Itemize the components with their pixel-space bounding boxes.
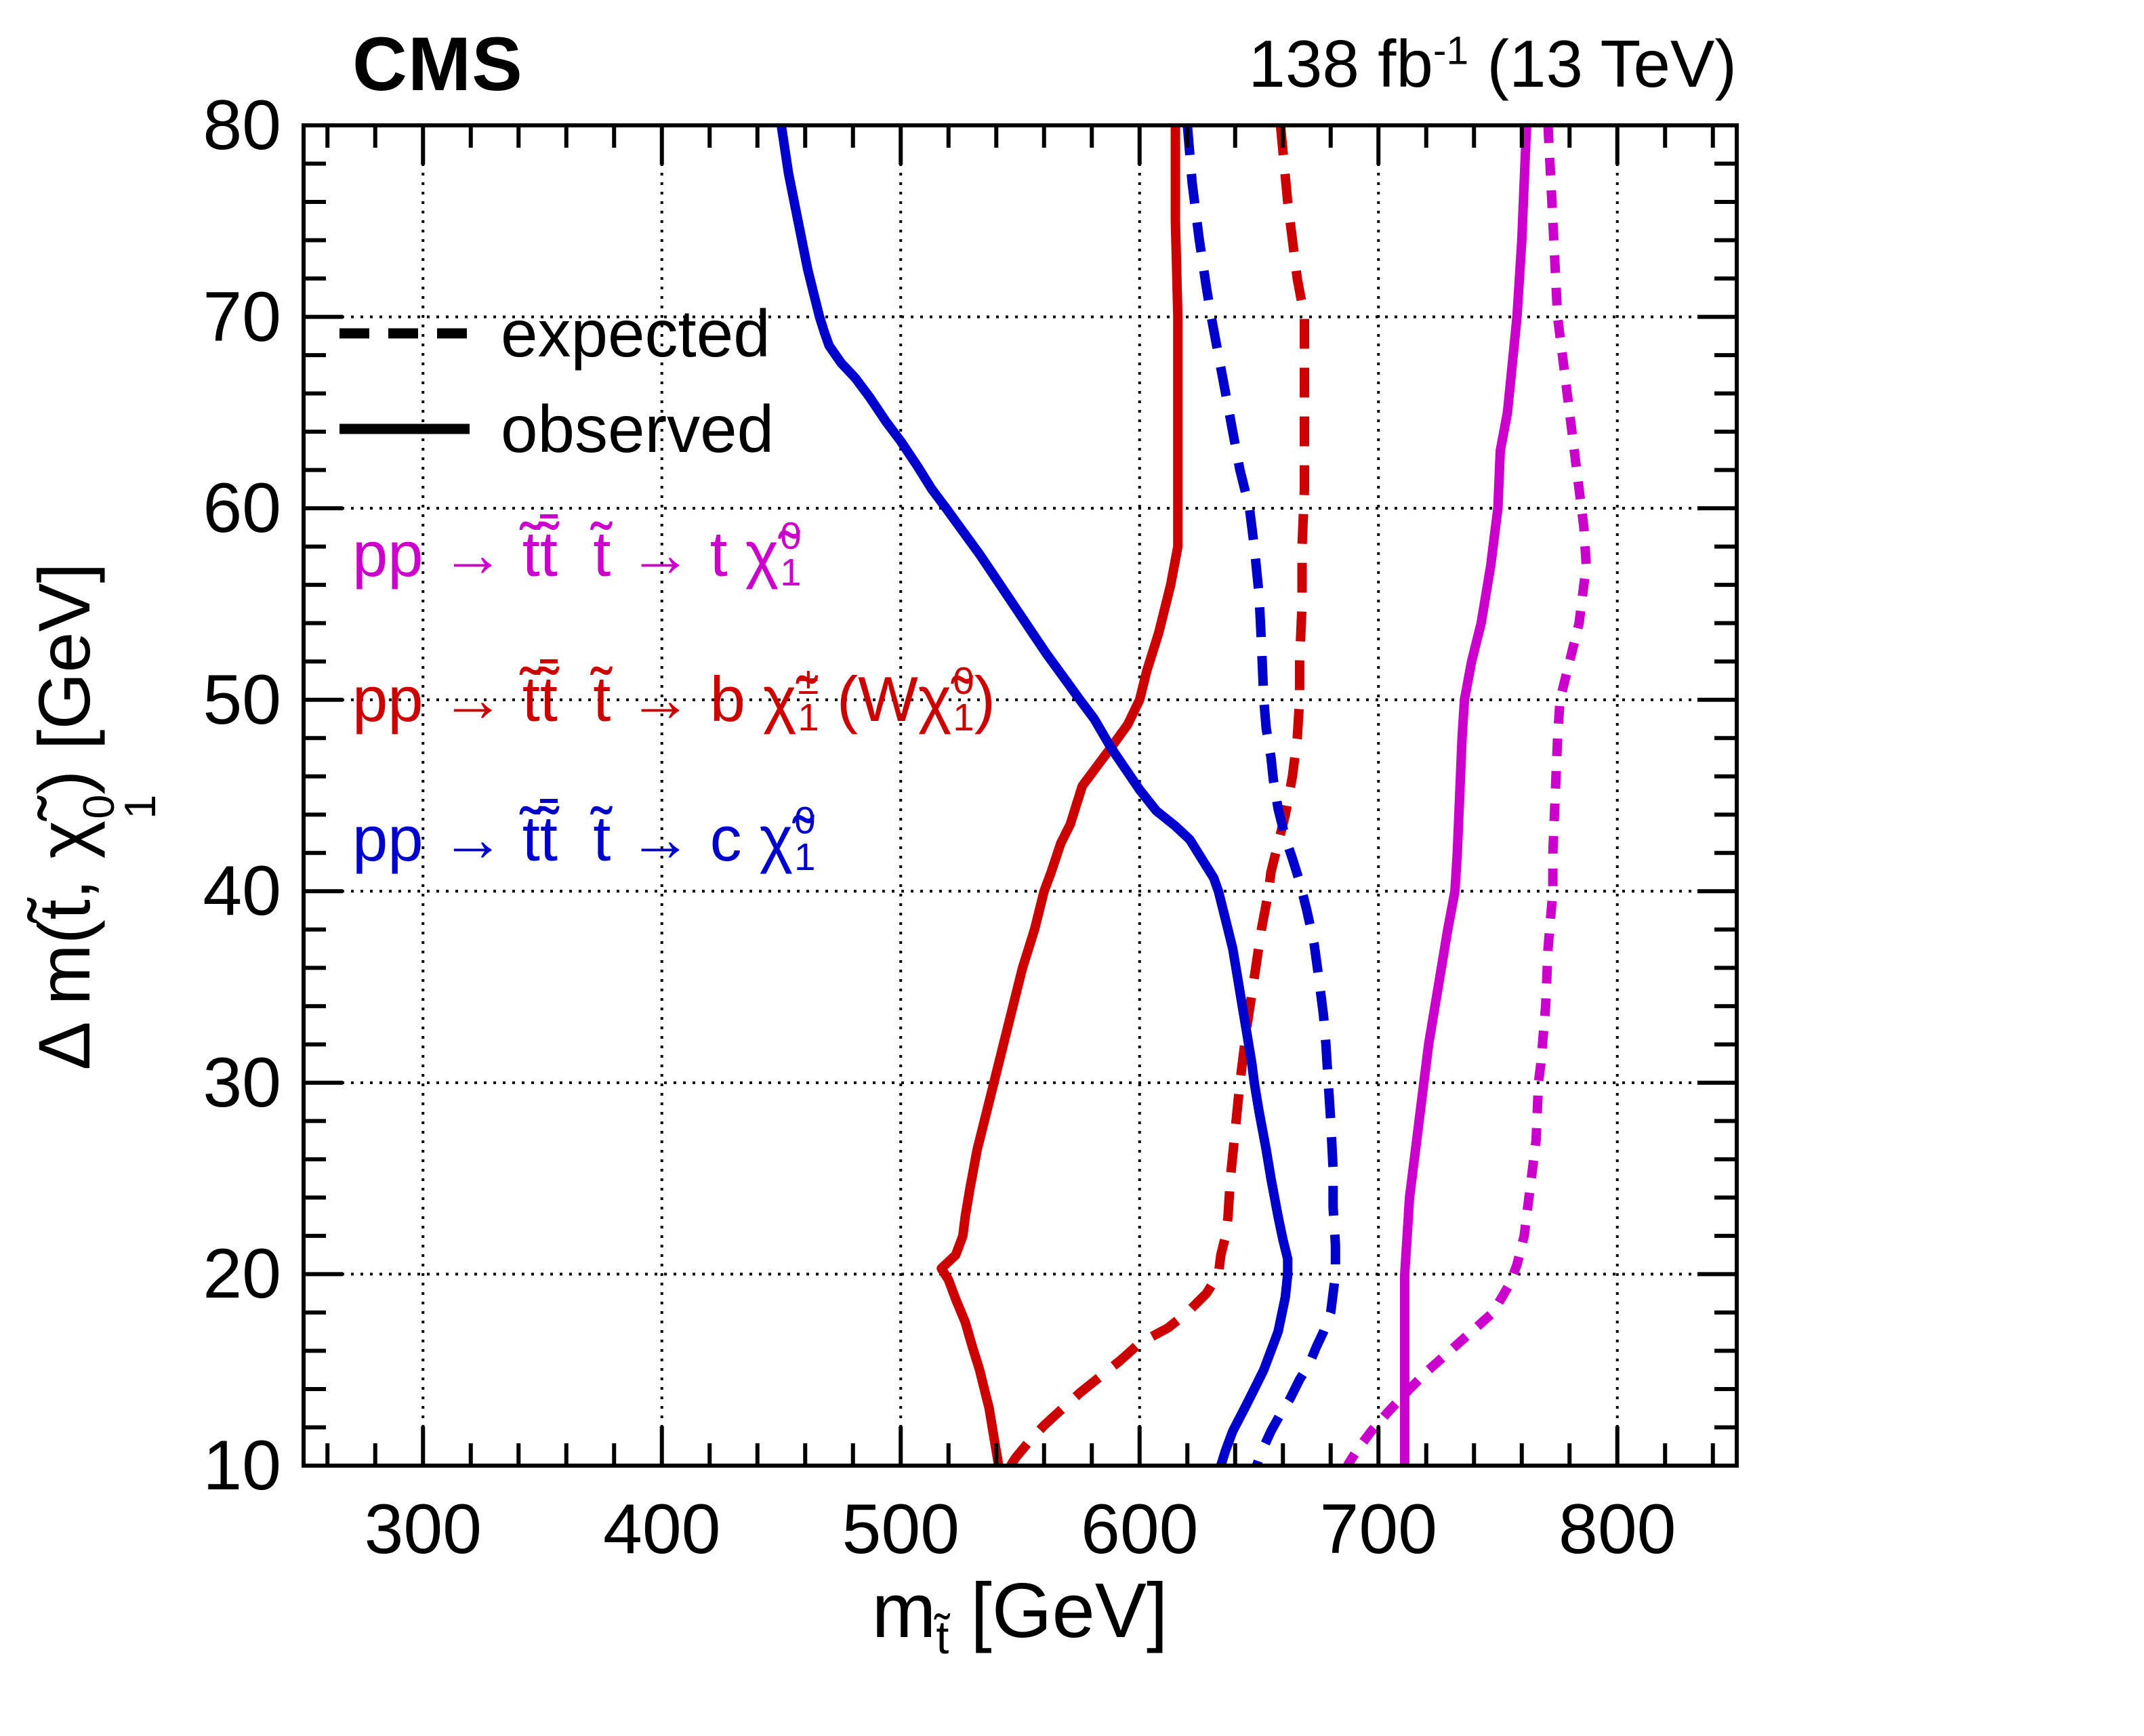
text-segment: t̃ <box>558 518 629 590</box>
text-segment: → <box>628 803 693 874</box>
text-segment: ) <box>974 663 995 735</box>
experiment-label: CMS <box>352 22 523 106</box>
legend-label-observed: observed <box>501 391 775 466</box>
x-tick-label-600: 600 <box>1080 1490 1199 1569</box>
y-tick-label-60: 60 <box>203 469 281 548</box>
text-segment: t̃ <box>936 1611 949 1663</box>
text-segment: χ̃ <box>918 663 952 735</box>
text-segment: χ̃ <box>745 518 779 590</box>
y-tick-label-80: 80 <box>203 86 281 165</box>
text-segment: t̃ <box>504 518 540 590</box>
text-segment: t̃ <box>539 518 558 590</box>
text-segment: pp <box>352 518 441 590</box>
legend-row-expected: expected <box>337 293 770 374</box>
expected-line-sample <box>339 328 470 339</box>
y-tick-label-70: 70 <box>203 277 281 356</box>
sub-sup-stack: ±1 <box>798 659 819 739</box>
curve-b-chargino-expected <box>1006 125 1309 1468</box>
x-tick-label-300: 300 <box>364 1490 482 1569</box>
process-label-b-chargino: pp → t̃ t̃ t̃ → b χ̃ ±1 (W χ̃ 0 1) <box>352 645 995 753</box>
x-tick-label-700: 700 <box>1319 1490 1438 1569</box>
text-segment: t̃ <box>558 663 629 735</box>
text-segment: t̃ <box>558 803 629 874</box>
text-segment: → <box>440 803 505 874</box>
text-segment: 138 fb <box>1248 26 1433 101</box>
x-tick-label-500: 500 <box>842 1490 960 1569</box>
legend-row-observed: observed <box>337 388 774 470</box>
text-segment: m <box>871 1568 936 1654</box>
text-segment: → <box>628 663 693 735</box>
text-segment: -1 <box>1432 28 1469 73</box>
text-segment: → <box>440 663 505 735</box>
curve-top-neutralino-observed <box>1400 125 1531 1466</box>
text-segment: c <box>692 803 760 874</box>
y-tick-label-20: 20 <box>203 1235 281 1314</box>
text-segment: t̃ <box>504 803 540 874</box>
process-label-charm-neutralino: pp → t̃ t̃ t̃ → c χ̃ 0 1 <box>352 785 815 893</box>
text-segment: t̃ <box>504 663 540 735</box>
observed-line-sample <box>339 423 470 434</box>
y-tick-label-30: 30 <box>203 1043 281 1122</box>
text-segment: , <box>23 859 105 900</box>
legend-label-expected: expected <box>501 295 770 371</box>
y-axis-title: Δ m(t̃, χ̃ 0 1) [GeV] <box>20 376 165 1257</box>
plot-frame <box>302 123 1739 1468</box>
y-tick-label-40: 40 <box>203 852 281 931</box>
curve-top-neutralino-expected <box>1343 125 1591 1468</box>
text-segment: → <box>628 518 693 590</box>
text-segment: χ̃ <box>23 820 105 859</box>
curve-charm-neutralino-observed <box>777 124 1293 1468</box>
text-segment: (W <box>819 663 918 735</box>
x-tick-label-800: 800 <box>1558 1490 1676 1569</box>
text-segment: t̃ <box>539 663 558 735</box>
text-segment: χ̃ <box>759 803 793 874</box>
luminosity-label: 138 fb-1 (13 TeV) <box>1248 26 1737 102</box>
text-segment: χ̃ <box>763 663 797 735</box>
text-segment: Δ m( <box>23 919 105 1071</box>
y-tick-label-50: 50 <box>203 660 281 739</box>
x-tick-label-400: 400 <box>602 1490 721 1569</box>
y-tick-label-10: 10 <box>203 1426 281 1505</box>
text-segment: pp <box>352 663 441 735</box>
text-segment: t̃ <box>539 803 558 874</box>
text-segment: [GeV] <box>949 1568 1168 1654</box>
text-segment: b <box>692 663 764 735</box>
text-segment: ) [GeV] <box>23 562 105 795</box>
text-segment: t̃ <box>23 899 105 920</box>
curve-b-chargino-observed <box>936 125 1183 1467</box>
text-segment: pp <box>352 803 441 874</box>
text-segment: → <box>440 518 505 590</box>
curve-charm-neutralino-expected <box>1182 125 1340 1468</box>
x-axis-title: mt̃ [GeV] <box>749 1567 1291 1664</box>
text-segment: (13 TeV) <box>1468 26 1737 101</box>
process-label-top-neutralino: pp → t̃ t̃ t̃ → t χ̃ 0 1 <box>352 500 802 608</box>
text-segment: t <box>692 518 745 590</box>
